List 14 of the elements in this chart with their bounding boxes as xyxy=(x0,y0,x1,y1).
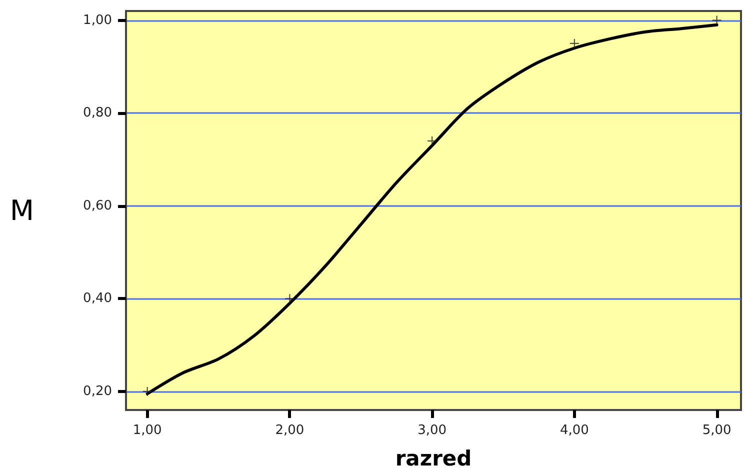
y-axis-title: M xyxy=(10,194,34,227)
point xyxy=(712,16,722,25)
x-tick-label: 4,00 xyxy=(560,423,589,438)
y-tick-label: 0,20 xyxy=(83,384,112,399)
y-tick-label: 0,60 xyxy=(83,198,112,214)
x-tick-label: 3,00 xyxy=(418,423,447,438)
x-axis-title: razred xyxy=(395,446,472,470)
y-tick-label: 0,80 xyxy=(83,106,112,121)
y-tick-label: 0,40 xyxy=(83,291,112,306)
x-tick-label: 5,00 xyxy=(702,423,732,438)
y-tick-label: 1,00 xyxy=(83,12,112,28)
point xyxy=(285,294,294,304)
x-tick-label: 1,00 xyxy=(132,423,162,438)
x-tick-label: 2,00 xyxy=(275,423,304,438)
